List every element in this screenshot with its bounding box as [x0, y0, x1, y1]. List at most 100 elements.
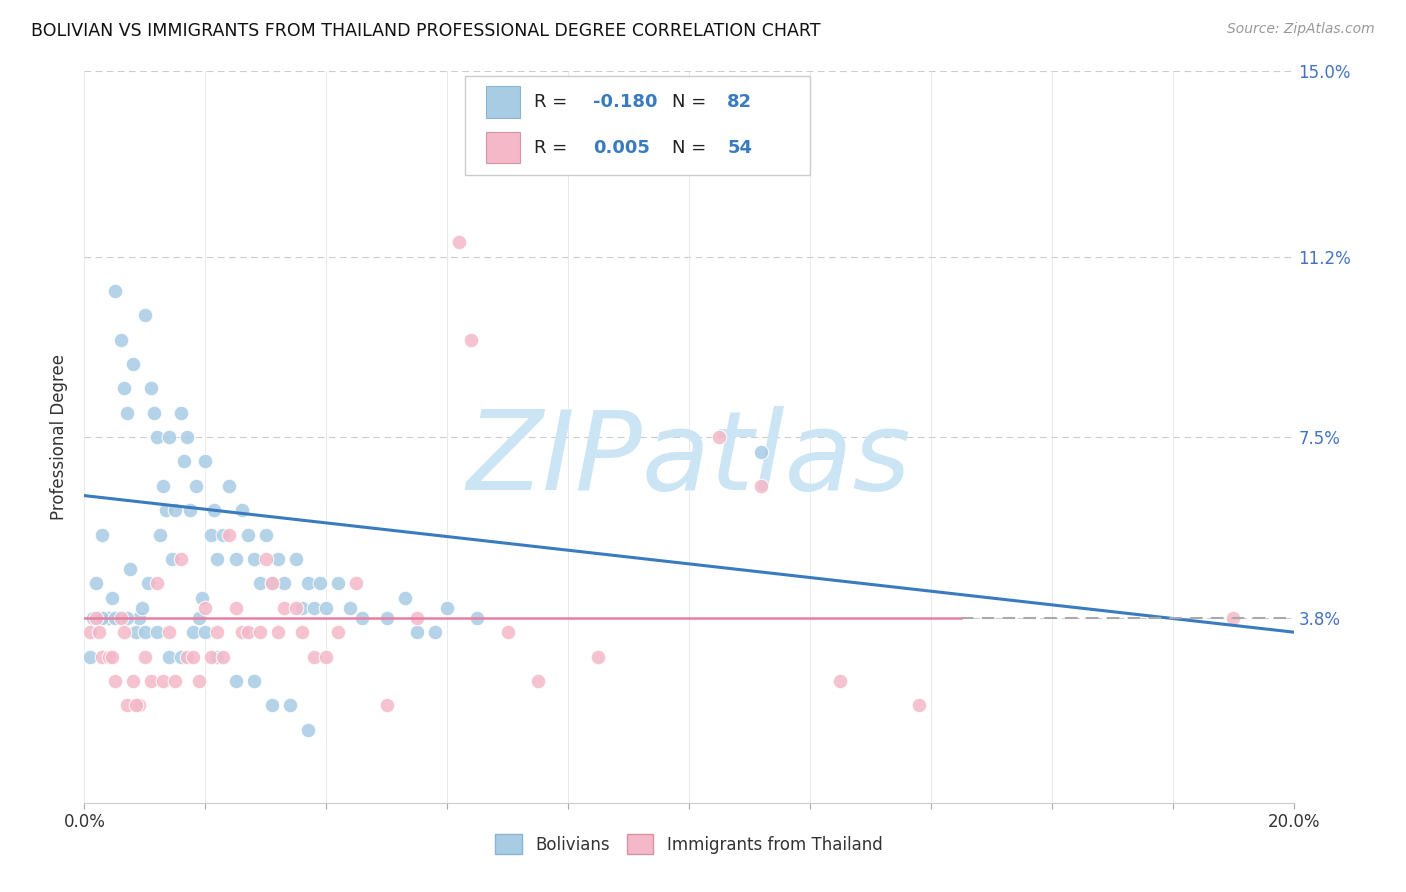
Point — [115, 698, 138, 713]
Point — [139, 381, 162, 395]
Point — [165, 503, 187, 517]
Point — [155, 503, 177, 517]
Point — [249, 625, 271, 640]
Point — [104, 610, 127, 624]
Point — [207, 649, 229, 664]
Point — [496, 625, 519, 640]
Point — [406, 625, 429, 640]
Point — [285, 600, 308, 615]
Text: ZIPatlas: ZIPatlas — [467, 406, 911, 513]
Point — [112, 625, 135, 640]
Point — [157, 649, 180, 664]
Point — [121, 673, 143, 688]
Point — [328, 576, 350, 591]
Point — [100, 649, 122, 664]
Point — [128, 610, 150, 624]
Point — [260, 698, 283, 713]
Point — [194, 454, 217, 468]
Point — [709, 430, 731, 444]
Point — [125, 625, 148, 640]
Point — [97, 649, 120, 664]
Point — [225, 673, 247, 688]
Point — [94, 610, 117, 624]
Point — [346, 576, 368, 591]
Point — [79, 625, 101, 640]
Point — [134, 625, 156, 640]
Point — [115, 406, 138, 420]
Point — [285, 552, 308, 566]
Point — [291, 625, 314, 640]
Point — [202, 503, 225, 517]
Point — [186, 479, 208, 493]
Point — [128, 698, 150, 713]
Point — [273, 576, 295, 591]
Point — [115, 610, 138, 624]
Point — [86, 576, 108, 591]
Point — [207, 625, 229, 640]
Point — [110, 610, 132, 624]
Point — [118, 562, 141, 576]
Point — [236, 625, 259, 640]
Text: Source: ZipAtlas.com: Source: ZipAtlas.com — [1227, 22, 1375, 37]
Point — [218, 479, 240, 493]
Point — [100, 591, 122, 605]
Point — [406, 610, 429, 624]
Point — [339, 600, 361, 615]
Point — [121, 357, 143, 371]
Point — [176, 430, 198, 444]
Point — [302, 600, 325, 615]
Text: BOLIVIAN VS IMMIGRANTS FROM THAILAND PROFESSIONAL DEGREE CORRELATION CHART: BOLIVIAN VS IMMIGRANTS FROM THAILAND PRO… — [31, 22, 821, 40]
Point — [1222, 610, 1244, 624]
Point — [191, 591, 214, 605]
Point — [212, 649, 235, 664]
Point — [436, 600, 458, 615]
Point — [91, 527, 114, 541]
Y-axis label: Professional Degree: Professional Degree — [51, 354, 69, 520]
Point — [315, 649, 337, 664]
Point — [134, 308, 156, 322]
Point — [170, 552, 193, 566]
Point — [394, 591, 416, 605]
Point — [207, 552, 229, 566]
Point — [267, 625, 290, 640]
Point — [136, 576, 159, 591]
Point — [176, 649, 198, 664]
Point — [179, 503, 201, 517]
Point — [112, 381, 135, 395]
Point — [302, 649, 325, 664]
Point — [588, 649, 610, 664]
Point — [375, 698, 398, 713]
Point — [173, 454, 195, 468]
Point — [212, 527, 235, 541]
Point — [200, 527, 222, 541]
Point — [152, 673, 174, 688]
Point — [751, 479, 773, 493]
Point — [218, 527, 240, 541]
Point — [104, 673, 127, 688]
Point — [82, 610, 104, 624]
Point — [139, 673, 162, 688]
Point — [460, 333, 482, 347]
Point — [225, 600, 247, 615]
Point — [291, 600, 314, 615]
Point — [254, 552, 277, 566]
Point — [352, 610, 374, 624]
Point — [309, 576, 332, 591]
Point — [267, 552, 290, 566]
Point — [236, 527, 259, 541]
Point — [273, 600, 295, 615]
Point — [104, 284, 127, 298]
Point — [328, 625, 350, 640]
Point — [242, 673, 264, 688]
Point — [188, 610, 211, 624]
Point — [449, 235, 471, 249]
Point — [152, 479, 174, 493]
Point — [107, 610, 129, 624]
Point — [134, 649, 156, 664]
Point — [297, 723, 319, 737]
Point — [315, 600, 337, 615]
Point — [146, 625, 169, 640]
Point — [278, 698, 301, 713]
Point — [194, 625, 217, 640]
Point — [149, 527, 172, 541]
